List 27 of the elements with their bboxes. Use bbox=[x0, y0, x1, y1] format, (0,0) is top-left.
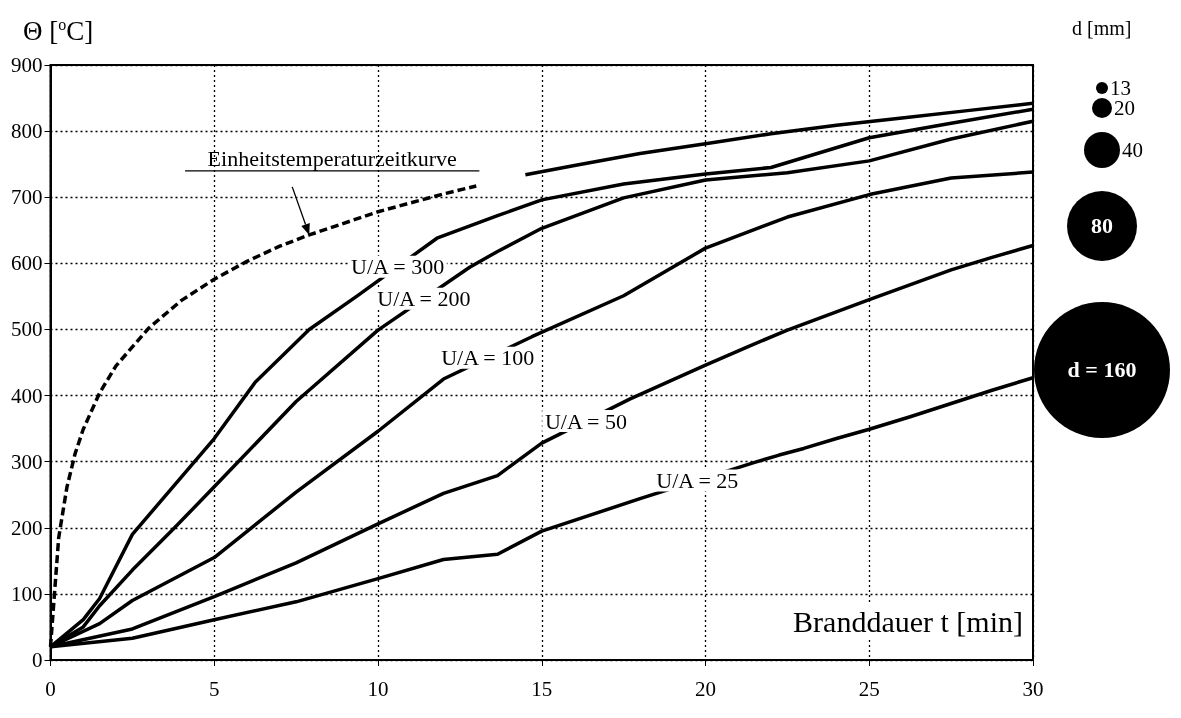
series-label: U/A = 100 bbox=[441, 345, 535, 371]
series-label: U/A = 300 bbox=[351, 254, 445, 280]
series-label: U/A = 50 bbox=[544, 408, 628, 434]
y-tick-label: 0 bbox=[32, 648, 43, 672]
x-tick-label: 10 bbox=[367, 676, 389, 701]
text: 80 bbox=[1090, 213, 1114, 238]
text: 40 bbox=[1122, 138, 1143, 162]
series-label: Einheitstemperaturzeitkurve bbox=[207, 146, 457, 172]
x-tick-label: 30 bbox=[1022, 676, 1044, 701]
y-tick-label: 600 bbox=[11, 251, 43, 276]
y-tick-label: 700 bbox=[11, 185, 43, 210]
x-tick-label: 25 bbox=[858, 676, 880, 701]
y-tick-label: 800 bbox=[11, 119, 43, 144]
y-tick-label: 900 bbox=[11, 53, 43, 77]
y-tick-label: 100 bbox=[11, 581, 43, 606]
y-tick-label: 500 bbox=[11, 317, 43, 342]
x-axis-title: Branddauer t [min] bbox=[793, 604, 1023, 638]
series-label: U/A = 200 bbox=[377, 286, 471, 312]
y-tick-label: 400 bbox=[11, 383, 43, 408]
x-tick-label: 15 bbox=[531, 676, 553, 701]
text: d [mm] bbox=[1072, 16, 1132, 40]
y-tick-label: 300 bbox=[11, 449, 43, 474]
text: d = 160 bbox=[1066, 357, 1138, 382]
series-label: U/A = 25 bbox=[656, 468, 739, 494]
y-tick-label: 200 bbox=[11, 515, 43, 540]
x-tick-label: 5 bbox=[209, 676, 220, 701]
x-tick-label: 20 bbox=[695, 676, 716, 701]
